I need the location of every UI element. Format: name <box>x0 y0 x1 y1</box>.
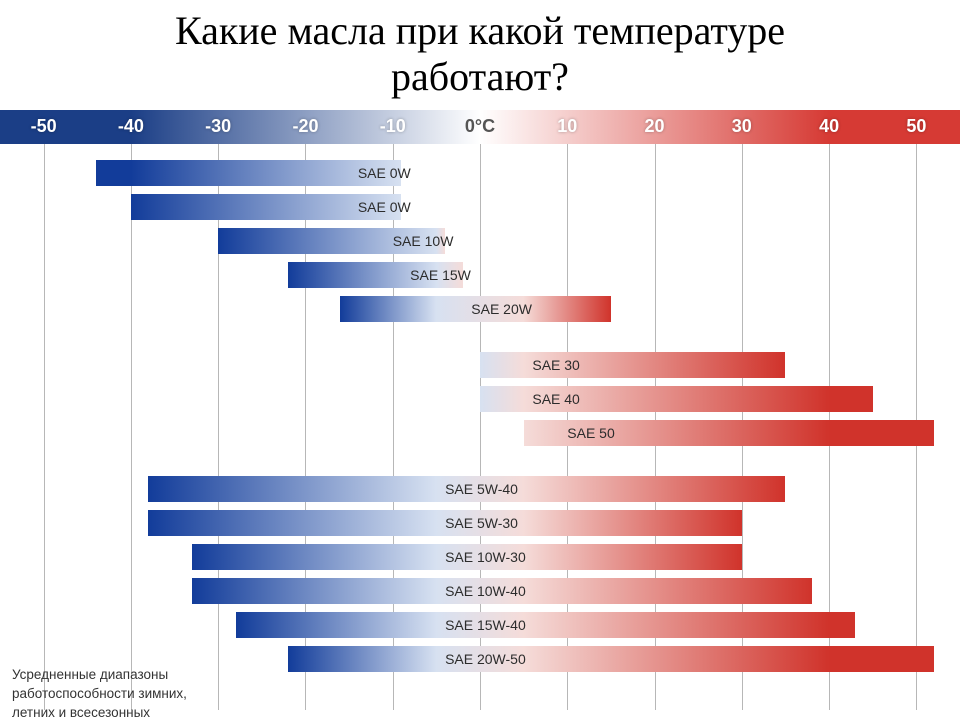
axis-tick-label: 10 <box>557 116 577 137</box>
oil-bar-label: SAE 10W-30 <box>445 544 526 570</box>
axis-tick-label: 50 <box>906 116 926 137</box>
oil-bar-label: SAE 10W-40 <box>445 578 526 604</box>
axis-tick-label: -50 <box>31 116 57 137</box>
oil-bar-label: SAE 20W <box>471 296 532 322</box>
oil-temp-chart: -50-40-30-20-100°C1020304050 SAE 0WSAE 0… <box>0 110 960 710</box>
axis-tick-label: 30 <box>732 116 752 137</box>
oil-range-bar <box>480 352 785 378</box>
oil-bar-label: SAE 30 <box>532 352 579 378</box>
oil-bar-label: SAE 40 <box>532 386 579 412</box>
oil-range-bar <box>288 646 934 672</box>
title-line-2: работают? <box>391 54 569 99</box>
oil-bar-label: SAE 15W-40 <box>445 612 526 638</box>
oil-bar-label: SAE 15W <box>410 262 471 288</box>
oil-bar-label: SAE 0W <box>358 160 411 186</box>
oil-range-bar <box>236 612 856 638</box>
oil-bar-label: SAE 5W-30 <box>445 510 518 536</box>
temperature-axis: -50 -40 -30 -20 -10 0°C 10 20 30 40 50 <box>0 110 960 144</box>
axis-tick-label: -40 <box>118 116 144 137</box>
axis-tick-label: 20 <box>645 116 665 137</box>
axis-tick-label: -20 <box>292 116 318 137</box>
grid-line <box>44 144 45 710</box>
oil-bar-label: SAE 20W-50 <box>445 646 526 672</box>
oil-range-bar <box>96 160 401 186</box>
axis-tick-label: 0°C <box>465 116 495 137</box>
axis-tick-label: 40 <box>819 116 839 137</box>
page-title: Какие масла при какой температуре работа… <box>0 0 960 110</box>
oil-bar-label: SAE 10W <box>393 228 454 254</box>
chart-footnote: Усредненные диапазоны работоспособности … <box>12 666 192 720</box>
title-line-1: Какие масла при какой температуре <box>175 8 785 53</box>
oil-bar-label: SAE 5W-40 <box>445 476 518 502</box>
grid-line <box>131 144 132 710</box>
page: Какие масла при какой температуре работа… <box>0 0 960 720</box>
axis-tick-label: -30 <box>205 116 231 137</box>
oil-bar-label: SAE 50 <box>567 420 614 446</box>
oil-bar-label: SAE 0W <box>358 194 411 220</box>
axis-tick-label: -10 <box>380 116 406 137</box>
chart-plot-area: SAE 0W SAE 0W SAE 10W SAE 15WSAE 20W SAE 30 S… <box>0 144 960 710</box>
